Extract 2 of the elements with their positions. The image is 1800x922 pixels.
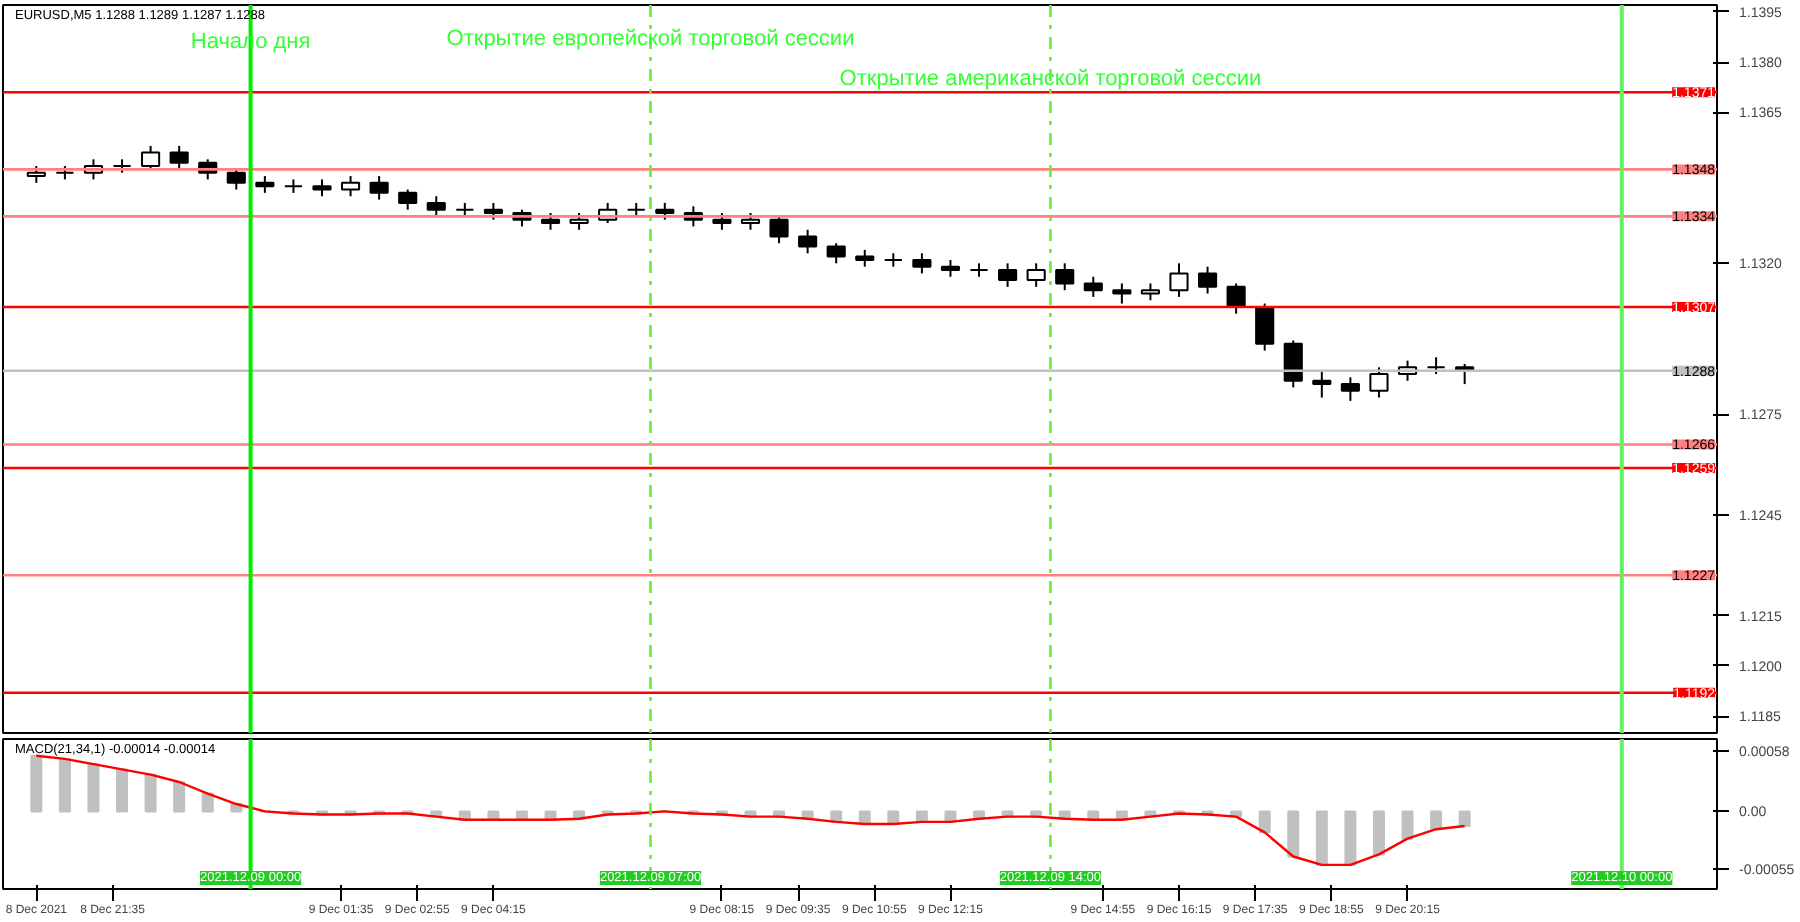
annotation: Открытие европейской торговой сессии	[446, 26, 855, 51]
annotation: Открытие американской торговой сессии	[839, 66, 1262, 91]
